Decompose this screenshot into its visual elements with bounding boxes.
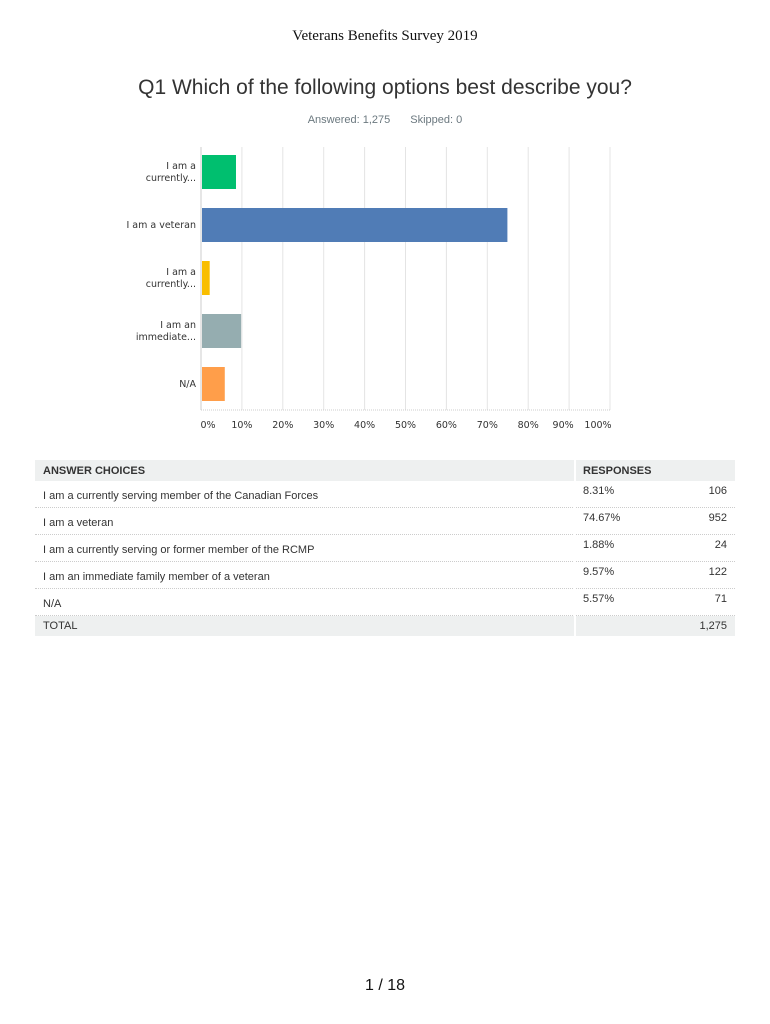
bar bbox=[202, 367, 225, 401]
table-row: I am a currently serving or former membe… bbox=[35, 535, 735, 562]
answer-choice: I am a currently serving member of the C… bbox=[43, 490, 319, 502]
x-tick-label: 50% bbox=[395, 420, 416, 431]
table-row: I am an immediate family member of a vet… bbox=[35, 562, 735, 589]
x-tick-label: 40% bbox=[354, 420, 375, 431]
response-percent: 9.57% bbox=[583, 566, 615, 578]
bar bbox=[202, 261, 210, 295]
header-answer-choices: ANSWER CHOICES bbox=[43, 465, 146, 477]
table-header: ANSWER CHOICES RESPONSES bbox=[35, 460, 735, 481]
bar bbox=[202, 208, 508, 242]
x-tick-label: 20% bbox=[272, 420, 293, 431]
responses-table: ANSWER CHOICES RESPONSES I am a currentl… bbox=[35, 460, 735, 636]
response-percent: 5.57% bbox=[583, 593, 615, 605]
category-label: I am a veteran bbox=[126, 220, 196, 231]
total-value: 1,275 bbox=[699, 620, 727, 632]
answer-choice: I am a currently serving or former membe… bbox=[43, 544, 315, 556]
table-total-row: TOTAL 1,275 bbox=[35, 616, 735, 636]
page-number: 1 / 18 bbox=[364, 977, 406, 994]
answer-choice: I am a veteran bbox=[43, 517, 114, 529]
document-header: Veterans Benefits Survey 2019 bbox=[292, 28, 478, 44]
response-percent: 8.31% bbox=[583, 485, 615, 497]
answered-count: Answered: 1,275 bbox=[307, 114, 391, 126]
response-count: 122 bbox=[708, 566, 727, 578]
category-label: I am a currently... bbox=[146, 267, 196, 290]
response-count: 106 bbox=[708, 485, 727, 497]
bar bbox=[202, 314, 242, 348]
total-label: TOTAL bbox=[43, 620, 78, 632]
category-label: N/A bbox=[179, 379, 196, 390]
x-tick-label: 30% bbox=[313, 420, 334, 431]
question-title: Q1 Which of the following options best d… bbox=[138, 76, 632, 99]
table-row: N/A 5.57% 71 bbox=[35, 589, 735, 616]
table-row: I am a veteran 74.67% 952 bbox=[35, 508, 735, 535]
response-count: 24 bbox=[714, 539, 727, 551]
response-percent: 74.67% bbox=[583, 512, 621, 524]
x-tick-label: 10% bbox=[231, 420, 252, 431]
x-tick-label: 90% bbox=[553, 420, 574, 431]
x-tick-label: 100% bbox=[584, 420, 611, 431]
response-count: 71 bbox=[714, 593, 727, 605]
category-label: I am an immediate... bbox=[136, 320, 196, 343]
response-count: 952 bbox=[708, 512, 727, 524]
category-label: I am a currently... bbox=[146, 161, 196, 184]
header-responses: RESPONSES bbox=[583, 465, 652, 477]
x-tick-label: 60% bbox=[436, 420, 457, 431]
x-tick-label: 70% bbox=[477, 420, 498, 431]
x-tick-label: 80% bbox=[518, 420, 539, 431]
x-tick-label: 0% bbox=[200, 420, 215, 431]
answer-choice: I am an immediate family member of a vet… bbox=[43, 571, 270, 583]
response-stats: Answered: 1,275 Skipped: 0 bbox=[0, 114, 770, 126]
bar bbox=[202, 155, 236, 189]
table-row: I am a currently serving member of the C… bbox=[35, 481, 735, 508]
skipped-count: Skipped: 0 bbox=[410, 114, 463, 126]
response-percent: 1.88% bbox=[583, 539, 615, 551]
answer-choice: N/A bbox=[43, 598, 62, 610]
